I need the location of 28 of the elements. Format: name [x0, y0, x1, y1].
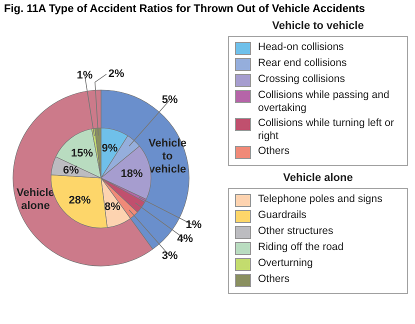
legend-label: Other structures [258, 225, 334, 238]
data-label: 2% [108, 68, 125, 80]
legend-label: Others [258, 145, 290, 158]
legend-label: Collisions while passing and overtaking [258, 89, 390, 115]
legend-label: Guardrails [258, 209, 306, 222]
data-label: 4% [177, 233, 194, 246]
legend-label: Collisions while turning left or right [258, 117, 395, 143]
data-label: 9% [102, 142, 118, 154]
category-label: Vehicle to vehicle [272, 20, 364, 32]
legend-label: Crossing collisions [258, 73, 345, 86]
chart-title: Fig. 11A Type of Accident Ratios for Thrown Out of Vehicle Accidents [4, 3, 366, 15]
data-label: 1% [186, 219, 202, 232]
legend-label: Overturning [258, 257, 313, 270]
data-label: 1% [76, 69, 93, 82]
data-label: 5% [162, 94, 178, 106]
legend-label: Riding off the road [258, 241, 344, 254]
data-label: 18% [120, 168, 143, 180]
data-label: 3% [162, 250, 178, 262]
legend-label: Head-on collisions [258, 41, 344, 54]
category-label: Vehicle alone [283, 172, 353, 184]
legend-label: Rear end collisions [258, 57, 347, 70]
legend-label: Others [258, 273, 290, 286]
data-label: 6% [63, 164, 80, 176]
data-label: 8% [104, 200, 121, 213]
slice-label: Vehicle alone [16, 186, 54, 212]
legend-label: Telephone poles and signs [258, 193, 382, 206]
data-label: 28% [68, 194, 91, 207]
data-label: 15% [70, 148, 94, 160]
